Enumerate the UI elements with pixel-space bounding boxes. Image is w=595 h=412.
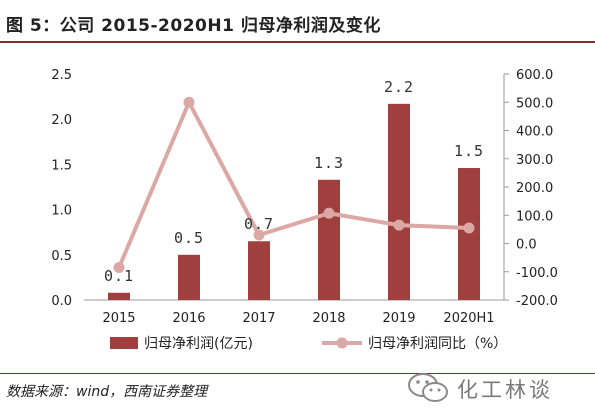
figure-title-bar: 图 5：公司 2015-2020H1 归母净利润及变化 — [0, 0, 595, 44]
bar-data-label: 1.3 — [314, 154, 344, 172]
right-tick-label: 400.0 — [516, 125, 553, 140]
line-path — [117, 100, 470, 269]
bar-series — [108, 103, 480, 300]
right-tick-label: 100.0 — [516, 209, 553, 224]
bar — [248, 241, 270, 300]
x-tick-label: 2020H1 — [443, 311, 494, 326]
line-point — [393, 219, 405, 231]
bar-data-label: 1.5 — [454, 142, 484, 160]
right-tick-label: 500.0 — [516, 96, 553, 111]
right-tick-label: 600.0 — [516, 68, 553, 83]
right-tick-label: 0.0 — [516, 238, 537, 253]
x-tick-label: 2018 — [312, 311, 345, 326]
legend-label-bar: 归母净利润(亿元) — [144, 335, 253, 352]
legend-label-line: 归母净利润同比（%） — [368, 335, 507, 352]
footer-rule — [0, 373, 595, 374]
left-tick-label: 2.5 — [51, 68, 72, 83]
legend-swatch-bar — [110, 337, 138, 349]
left-tick-label: 0.0 — [51, 294, 72, 309]
bar-data-label: 0.1 — [104, 267, 134, 285]
left-tick-label: 1.5 — [51, 158, 72, 173]
x-tick-label: 2016 — [172, 311, 205, 326]
line-point — [253, 229, 265, 241]
x-tick-label: 2015 — [102, 311, 135, 326]
line-point — [323, 207, 335, 219]
chart-legend: 归母净利润(亿元) 归母净利润同比（%） — [110, 335, 507, 352]
bar — [388, 103, 410, 300]
bar — [108, 292, 130, 300]
figure-title: 图 5：公司 2015-2020H1 归母净利润及变化 — [6, 16, 381, 36]
bar-data-label: 0.7 — [244, 215, 274, 233]
x-tick-label: 2019 — [382, 311, 415, 326]
bar — [318, 179, 340, 300]
line-point — [463, 222, 475, 234]
source-note: 数据来源：wind，西南证券整理 — [6, 384, 208, 400]
watermark: 化工林谈 — [405, 370, 585, 406]
line-point — [183, 96, 195, 108]
wechat-icon — [408, 373, 448, 402]
left-tick-label: 2.0 — [51, 113, 72, 128]
right-tick-label: 300.0 — [516, 153, 553, 168]
bar — [458, 168, 480, 300]
watermark-text: 化工林谈 — [457, 378, 553, 402]
line-series — [113, 96, 475, 274]
chart-axes: 0.0 0.5 1.0 1.5 2.0 2.5 -200.0 -100.0 0.0 100.0 20… — [51, 68, 558, 326]
left-tick-label: 1.0 — [51, 204, 72, 219]
bar — [178, 254, 200, 300]
right-tick-label: -200.0 — [516, 294, 558, 309]
x-tick-label: 2017 — [242, 311, 275, 326]
left-tick-label: 0.5 — [51, 249, 72, 264]
line-point — [113, 262, 125, 274]
right-tick-label: -100.0 — [516, 266, 558, 281]
title-rule — [0, 41, 595, 43]
legend-marker-line — [336, 337, 348, 349]
bar-data-label: 2.2 — [384, 78, 414, 96]
data-labels: 0.1 0.5 0.7 1.3 2.2 1.5 — [104, 78, 484, 285]
right-tick-label: 200.0 — [516, 181, 553, 196]
chart-svg: 0.0 0.5 1.0 1.5 2.0 2.5 -200.0 -100.0 0.0 100.0 20… — [51, 68, 558, 352]
bar-data-label: 0.5 — [174, 229, 204, 247]
